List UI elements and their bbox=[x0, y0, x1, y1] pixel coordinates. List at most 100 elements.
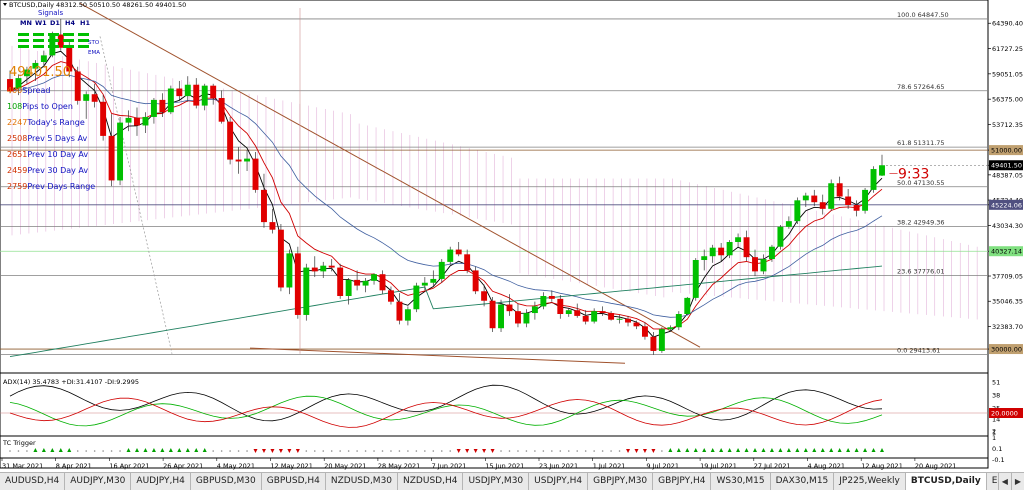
bull-candle bbox=[184, 84, 191, 97]
tc-down-arrow-icon bbox=[253, 449, 258, 453]
info-row-number: 2247 bbox=[7, 118, 27, 127]
bear-candle bbox=[57, 34, 64, 48]
info-row: 2508Prev 5 Days Av bbox=[7, 134, 88, 143]
tc-up-arrow-icon bbox=[778, 448, 783, 452]
tab-dax30-m15[interactable]: DAX30,M15 bbox=[771, 473, 835, 490]
bear-candle bbox=[396, 301, 403, 321]
price-tag-label: 51000.00 bbox=[991, 147, 1022, 155]
tc-dot bbox=[119, 450, 121, 452]
tc-dot bbox=[364, 450, 367, 452]
bull-candle bbox=[701, 256, 708, 260]
price-tag bbox=[989, 344, 1023, 355]
chart-canvas[interactable]: 100.0 64847.50 78.6 57264.65 61.8 51311.75… bbox=[0, 0, 1024, 472]
tab-usdjpy-m30[interactable]: USDJPY,M30 bbox=[463, 473, 530, 490]
tab-gbpjpy-m30[interactable]: GBPJPY,M30 bbox=[588, 473, 654, 490]
tc-dot bbox=[9, 450, 11, 452]
tab-gbpjpy-h4[interactable]: GBPJPY,H4 bbox=[653, 473, 712, 490]
countdown-timer: 9:33 bbox=[898, 167, 929, 183]
tc-up-arrow-icon bbox=[177, 448, 182, 452]
tab-eurusd-h4[interactable]: EURUSD,H4 bbox=[987, 473, 998, 490]
bull-candle bbox=[498, 304, 504, 329]
bear-candle bbox=[159, 99, 166, 113]
tc-up-arrow-icon bbox=[795, 448, 800, 452]
info-row: 400Spread bbox=[7, 86, 50, 95]
bull-candle bbox=[870, 169, 877, 190]
tc-up-arrow-icon bbox=[786, 448, 791, 452]
tc-up-arrow-icon bbox=[151, 448, 156, 452]
bear-candle bbox=[836, 183, 843, 197]
bull-candle bbox=[117, 122, 124, 181]
bear-candle bbox=[193, 84, 200, 106]
tc-down-arrow-icon bbox=[261, 449, 266, 453]
tc-up-arrow-icon bbox=[812, 448, 817, 452]
tc-dot bbox=[415, 450, 418, 452]
price-axis-label: 37709.05 bbox=[992, 273, 1023, 281]
bull-candle bbox=[760, 259, 767, 272]
signal-dash bbox=[18, 33, 29, 36]
tab-audjpy-h4[interactable]: AUDJPY,H4 bbox=[131, 473, 191, 490]
info-row-number: 108 bbox=[7, 102, 22, 111]
tc-down-arrow-icon bbox=[634, 449, 639, 453]
tab-audjpy-m30[interactable]: AUDJPY,M30 bbox=[65, 473, 132, 490]
bull-candle bbox=[244, 158, 251, 162]
tab-nzdusd-m30[interactable]: NZDUSD,M30 bbox=[326, 473, 399, 490]
date-label: 23 Jun 2021 bbox=[539, 462, 578, 470]
bull-candle bbox=[523, 313, 530, 324]
adx-plus-di-line bbox=[9, 395, 883, 427]
bear-candle bbox=[506, 304, 513, 312]
tab-btcusd-daily[interactable]: BTCUSD,Daily bbox=[905, 473, 987, 490]
tab-gbpusd-m30[interactable]: GBPUSD,M30 bbox=[191, 473, 262, 490]
tc-up-arrow-icon bbox=[710, 448, 715, 452]
tab-scroll-right-icon[interactable]: ▶ bbox=[1010, 473, 1024, 490]
tc-up-arrow-icon bbox=[134, 448, 139, 452]
tc-up-arrow-icon bbox=[194, 448, 199, 452]
tc-down-arrow-icon bbox=[295, 449, 300, 453]
dropdown-triangle-icon[interactable] bbox=[3, 3, 7, 6]
tc-down-arrow-icon bbox=[465, 449, 470, 453]
tc-dot bbox=[347, 450, 350, 452]
bear-candle bbox=[294, 253, 301, 315]
tc-up-arrow-icon bbox=[837, 448, 842, 452]
bull-candle bbox=[167, 88, 174, 113]
bull-candle bbox=[286, 253, 293, 288]
bull-candle bbox=[413, 285, 420, 310]
bear-candle bbox=[261, 189, 267, 223]
tab-gbpusd-h4[interactable]: GBPUSD,H4 bbox=[262, 473, 326, 490]
tab-usdjpy-h4[interactable]: USDJPY,H4 bbox=[529, 473, 589, 490]
tc-up-arrow-icon bbox=[769, 448, 774, 452]
signal-dash bbox=[18, 45, 29, 48]
symbol-tab-bar: AUDUSD,H4 AUDJPY,M30 AUDJPY,H4 GBPUSD,M30 GB… bbox=[0, 472, 1024, 490]
bear-candle bbox=[235, 159, 242, 162]
tab-scroll-left-icon[interactable]: ◀ bbox=[997, 473, 1011, 490]
date-label: 12 May 2021 bbox=[271, 462, 313, 470]
symbol-info: BTCUSD,Daily 48312.50 50510.50 48261.50 … bbox=[9, 1, 186, 9]
tab-jp225-weekly[interactable]: JP225,Weekly bbox=[834, 473, 906, 490]
price-tag bbox=[989, 199, 1023, 210]
tab-ws30-m15[interactable]: WS30,M15 bbox=[711, 473, 771, 490]
tc-up-arrow-icon bbox=[863, 448, 868, 452]
timeframe-label: H4 bbox=[65, 19, 75, 27]
info-row-label: Prev 5 Days Av bbox=[27, 134, 87, 143]
tc-dot bbox=[93, 450, 96, 452]
tc-dot bbox=[593, 450, 595, 452]
tc-down-arrow-icon bbox=[651, 449, 656, 453]
tc-down-arrow-icon bbox=[482, 449, 487, 453]
tc-dot bbox=[525, 450, 528, 452]
tc-up-arrow-icon bbox=[846, 448, 851, 452]
tab-nzdusd-h4[interactable]: NZDUSD,H4 bbox=[398, 473, 464, 490]
signal-dash bbox=[33, 45, 44, 48]
tc-dot bbox=[517, 450, 519, 452]
price-axis-label: 43034.30 bbox=[992, 222, 1023, 230]
plot-frame bbox=[0, 0, 989, 469]
date-label: 1 Jul 2021 bbox=[593, 462, 626, 470]
price-axis-label: 32383.70 bbox=[992, 323, 1023, 331]
tc-dot bbox=[618, 450, 621, 452]
info-row: 2247Today's Range bbox=[7, 118, 85, 127]
adx-axis-label: 1 bbox=[992, 429, 996, 437]
tab-audusd-h4[interactable]: AUDUSD,H4 bbox=[0, 473, 66, 490]
tc-up-arrow-icon bbox=[41, 448, 46, 452]
date-label: 20 Aug 2021 bbox=[915, 462, 957, 470]
bull-candle bbox=[879, 165, 885, 176]
date-label: 28 May 2021 bbox=[378, 462, 420, 470]
